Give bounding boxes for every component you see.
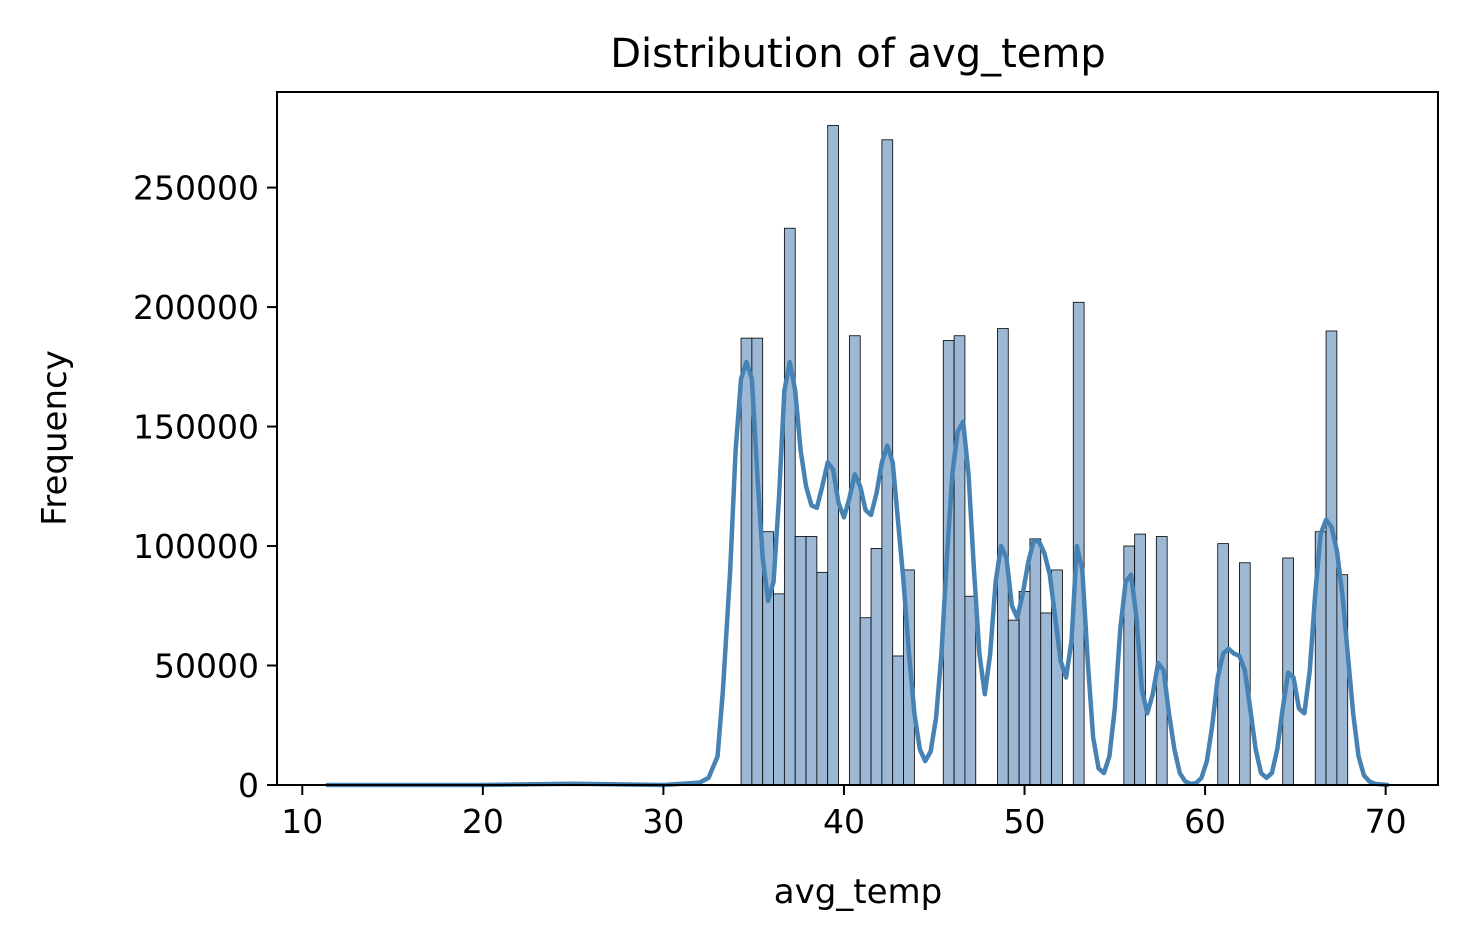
histogram-bar-21 [1029,538,1042,786]
y-tick-label-150000: 150000 [133,408,259,447]
y-axis-label: Frequency [35,350,75,526]
plot-frame [276,91,1439,786]
histogram-bar-6 [805,536,818,786]
histogram-bar-11 [870,548,883,786]
histogram-bar-5 [794,536,807,786]
histogram-bar-3 [773,593,785,786]
y-tick-label-50000: 50000 [154,647,259,686]
kde-curve-layer [325,359,1390,788]
x-axis-ticks: 10 20 30 40 50 60 70 [281,785,1407,841]
y-tick-label-0: 0 [238,766,259,805]
x-tick-label-30: 30 [642,802,684,841]
histogram-bar-27 [1155,536,1168,786]
histogram-bar-19 [1007,619,1020,786]
histogram-bar-7 [816,571,829,786]
histogram-bar-32 [1325,330,1338,786]
y-tick-label-250000: 250000 [133,169,259,208]
histogram-bar-20 [1018,591,1031,786]
histogram-bar-10 [859,617,872,786]
x-tick-label-10: 10 [281,802,323,841]
chart-title: Distribution of avg_temp [610,31,1106,77]
x-tick-label-40: 40 [823,802,865,841]
histogram-bar-0 [740,337,753,786]
kde-line [325,359,1390,788]
x-tick-label-20: 20 [462,802,504,841]
y-axis-ticks: 0 50000 100000 150000 200000 250000 [133,169,277,805]
histogram-bar-8 [827,125,839,786]
histogram-bar-16 [953,335,966,786]
y-tick-label-200000: 200000 [133,288,259,327]
y-tick-label-100000: 100000 [133,527,259,566]
x-axis-label: avg_temp [774,872,943,912]
histogram-bar-24 [1072,301,1085,786]
x-tick-label-70: 70 [1365,802,1407,841]
x-tick-label-50: 50 [1004,802,1046,841]
histogram-bar-4 [783,227,796,786]
histogram-bar-22 [1040,612,1053,786]
x-tick-label-60: 60 [1184,802,1226,841]
histogram-bar-9 [848,335,861,786]
histogram-bar-13 [892,655,904,786]
histogram-bar-17 [964,595,977,786]
